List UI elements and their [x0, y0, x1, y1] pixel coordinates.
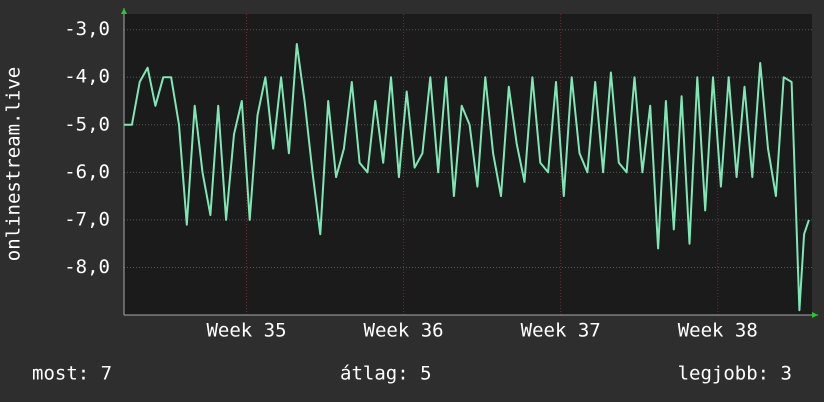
data-line: [124, 43, 810, 312]
x-tick-label: Week 38: [678, 320, 758, 342]
y-arrow: [121, 8, 127, 14]
x-tick-label: Week 37: [521, 320, 601, 342]
y-tick-label: -3,0: [64, 18, 110, 40]
x-arrow: [812, 312, 818, 318]
y-tick-label: -4,0: [64, 66, 110, 88]
x-tick-label: Week 36: [364, 320, 444, 342]
footer-current: most: 7: [32, 363, 112, 385]
footer-best: legjobb: 3: [678, 363, 792, 385]
plot-area: [124, 14, 812, 315]
footer-average: átlag: 5: [340, 363, 432, 385]
y-tick-label: -6,0: [64, 161, 110, 183]
y-axis-label: onlinestream.live: [3, 67, 25, 261]
y-tick-label: -5,0: [64, 113, 110, 135]
y-tick-label: -8,0: [64, 256, 110, 278]
y-tick-label: -7,0: [64, 208, 110, 230]
x-tick-label: Week 35: [206, 320, 286, 342]
